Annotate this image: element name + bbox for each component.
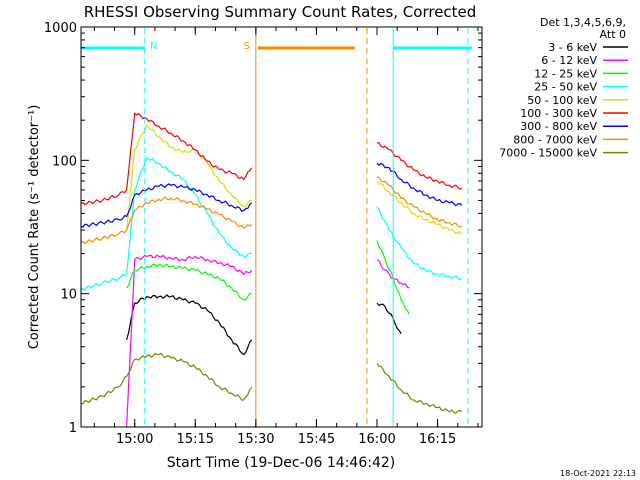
- series-3-6-kev-line-1: [126, 294, 253, 356]
- series-layer: [80, 112, 463, 428]
- series-300-800-kev-line-2: [376, 162, 463, 207]
- y-axis-label: Corrected Count Rate (s⁻¹ detector⁻¹): [27, 105, 42, 350]
- y-tick-label-1000: 1000: [44, 21, 77, 36]
- legend-label-25-50-kev: 25 - 50 keV: [534, 81, 597, 94]
- series-50-100-kev-line-2: [376, 180, 463, 235]
- series-100-300-kev-line-1: [80, 112, 253, 206]
- series-100-300-kev-line-2: [376, 142, 463, 190]
- x-tick-label-15-30: 15:30: [237, 432, 274, 447]
- series-12-25-kev-line-1: [126, 263, 252, 301]
- legend-header-1: Det 1,3,4,5,6,9,: [540, 16, 626, 29]
- chart-title: RHESSI Observing Summary Count Rates, Co…: [84, 3, 477, 21]
- series-800-7000-kev-line-2: [376, 176, 463, 228]
- legend-label-800-7000-kev: 800 - 7000 keV: [513, 133, 597, 146]
- legend-label-300-800-kev: 300 - 800 keV: [520, 120, 597, 133]
- series-3-6-kev-line-2: [376, 302, 402, 335]
- y-tick-label-10: 10: [60, 288, 77, 303]
- x-tick-label-15-45: 15:45: [298, 432, 335, 447]
- series-50-100-kev-line-1: [126, 123, 252, 231]
- x-tick-label-16-00: 16:00: [358, 432, 395, 447]
- series-25-50-kev-line-2: [376, 206, 463, 281]
- x-tick-label-15-15: 15:15: [177, 432, 214, 447]
- series-7000-15000-kev-line-1: [80, 352, 253, 405]
- legend-label-12-25-kev: 12 - 25 keV: [534, 67, 597, 80]
- annotation-label-n: N: [150, 41, 157, 52]
- x-tick-label-15-00: 15:00: [116, 432, 153, 447]
- timestamp: 18-Oct-2021 22:13: [560, 469, 636, 478]
- legend-label-3-6-kev: 3 - 6 keV: [548, 41, 597, 54]
- legend-header-2: Att 0: [600, 28, 626, 41]
- axes-layer: 15:00 15:15 15:30 15:45 16:00 16:15 1 10 100 1000: [44, 21, 482, 447]
- y-tick-label-100: 100: [52, 154, 77, 169]
- annotation-label-s: S: [244, 41, 250, 52]
- series-25-50-kev-line-1: [80, 156, 252, 292]
- legend-label-50-100-kev: 50 - 100 keV: [527, 94, 597, 107]
- legend-label-6-12-kev: 6 - 12 keV: [541, 54, 597, 67]
- x-tick-label-16-15: 16:15: [419, 432, 456, 447]
- series-7000-15000-kev-line-2: [376, 363, 463, 415]
- legend-label-7000-15000-kev: 7000 - 15000 keV: [499, 147, 597, 160]
- plot-frame: [80, 26, 483, 428]
- legend-label-100-300-kev: 100 - 300 keV: [520, 107, 597, 120]
- x-axis-label: Start Time (19-Dec-06 14:46:42): [167, 455, 395, 471]
- series-6-12-kev-line-1: [126, 254, 253, 428]
- series-800-7000-kev-line-1: [80, 196, 253, 245]
- series-300-800-kev-line-1: [80, 183, 253, 228]
- y-tick-label-1: 1: [69, 421, 77, 436]
